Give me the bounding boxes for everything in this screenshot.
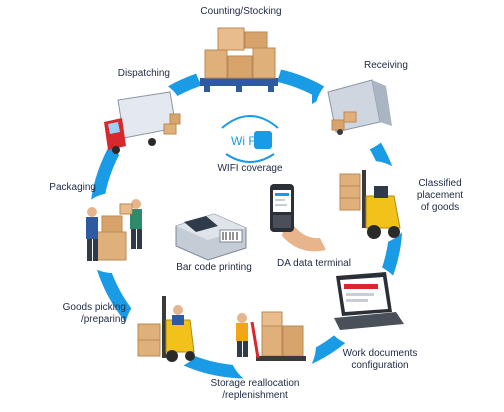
- forklift-picking-icon: [137, 296, 195, 362]
- wifi-logo: [221, 115, 279, 163]
- label-classified-placement: Classified placement of goods: [416, 178, 464, 213]
- label-packaging: Packaging: [49, 182, 96, 193]
- pallet-jack-icon: [236, 311, 306, 361]
- wifi-logo-text: Wi Fi: [231, 134, 258, 148]
- handheld-terminal-icon: [270, 184, 326, 252]
- label-receiving: Receiving: [364, 60, 408, 71]
- truck-loading-icon: [104, 91, 181, 154]
- label-goods-picking: Goods picking /preparing: [62, 302, 126, 325]
- truck-unloading-icon: [327, 79, 392, 135]
- forklift-icon: [339, 170, 401, 239]
- label-storage-reallocation: Storage reallocation /replenishment: [210, 378, 300, 401]
- label-da-terminal: DA data terminal: [277, 258, 351, 269]
- label-dispatching: Dispatching: [117, 68, 170, 79]
- barcode-printer-icon: [175, 213, 247, 261]
- boxes-on-pallet-icon: [200, 27, 278, 92]
- laptop-icon: [334, 272, 404, 330]
- workers-boxes-icon: [86, 199, 142, 261]
- label-wifi-coverage: WIFI coverage: [217, 163, 283, 174]
- label-barcode-printing: Bar code printing: [176, 262, 252, 273]
- label-work-documents: Work documents configuration: [342, 348, 418, 371]
- label-counting-stocking: Counting/Stocking: [200, 6, 282, 17]
